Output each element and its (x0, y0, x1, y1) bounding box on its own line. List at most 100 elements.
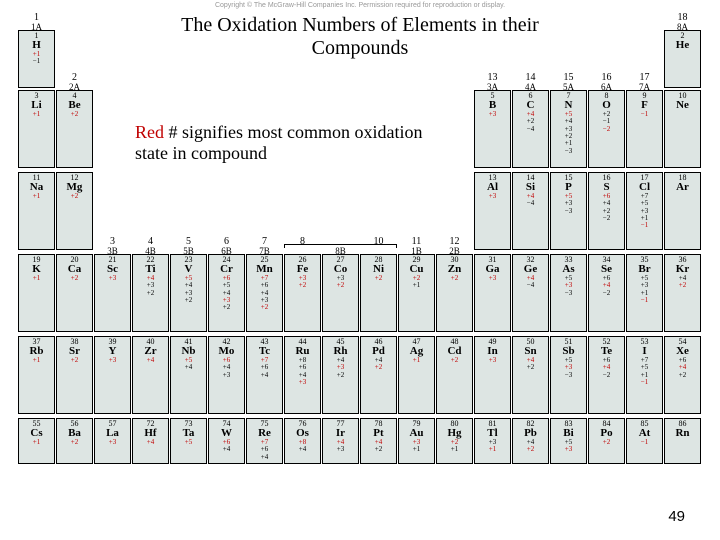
element-cell-mo: 42Mo+6+4+3 (208, 336, 245, 414)
element-cell-re: 75Re+7+6+4 (246, 418, 283, 464)
element-cell-n: 7N+5+4+3+2+1−3 (550, 90, 587, 168)
element-cell-sc: 21Sc+3 (94, 254, 131, 332)
oxidation-states: +3+2 (323, 275, 358, 290)
oxidation-states: +3 (475, 275, 510, 282)
oxidation-states: +3 (475, 111, 510, 118)
oxidation-states: +5+3−3 (551, 275, 586, 297)
element-cell-cd: 48Cd+2 (436, 336, 473, 414)
element-cell-co: 27Co+3+2 (322, 254, 359, 332)
element-cell-po: 84Po+2 (588, 418, 625, 464)
oxidation-states: +4+2 (513, 357, 548, 372)
oxidation-states: +4+3+2 (133, 275, 168, 297)
element-cell-xe: 54Xe+6+4+2 (664, 336, 701, 414)
oxidation-states: +4−4 (513, 193, 548, 208)
oxidation-states: +4+3 (323, 439, 358, 454)
element-cell-rb: 37Rb+1 (18, 336, 55, 414)
oxidation-states: +8+4 (285, 439, 320, 454)
element-cell-cl: 17Cl+7+5+3+1−1 (626, 172, 663, 250)
element-symbol: Ne (665, 100, 700, 111)
element-cell-pb: 82Pb+4+2 (512, 418, 549, 464)
oxidation-states: +7+5+1−1 (627, 357, 662, 386)
page-number: 49 (668, 508, 685, 525)
element-cell-rn: 86Rn (664, 418, 701, 464)
element-cell-k: 19K+1 (18, 254, 55, 332)
oxidation-states: +1 (19, 357, 54, 364)
copyright-text: Copyright © The McGraw-Hill Companies In… (215, 2, 505, 9)
oxidation-states: +6+5+4+3+2 (209, 275, 244, 312)
oxidation-states: +4+2 (361, 439, 396, 454)
element-cell-zr: 40Zr+4 (132, 336, 169, 414)
oxidation-states: +1 (19, 275, 54, 282)
oxidation-states: +5+3 (551, 439, 586, 454)
oxidation-states: −1 (627, 439, 662, 446)
oxidation-states: +2 (437, 275, 472, 282)
oxidation-states: +7+6+4 (247, 357, 282, 379)
oxidation-states: +2 (57, 275, 92, 282)
oxidation-states: +5+3−3 (551, 193, 586, 215)
element-cell-ca: 20Ca+2 (56, 254, 93, 332)
oxidation-states: +4 (133, 439, 168, 446)
element-cell-tl: 81Tl+3+1 (474, 418, 511, 464)
element-cell-te: 52Te+6+4−2 (588, 336, 625, 414)
oxidation-states: +3 (95, 275, 130, 282)
oxidation-states: +4+2 (513, 439, 548, 454)
oxidation-states: +5+4+3+2 (171, 275, 206, 304)
element-cell-ni: 28Ni+2 (360, 254, 397, 332)
oxidation-states: +3 (95, 439, 130, 446)
element-cell-fe: 26Fe+3+2 (284, 254, 321, 332)
element-cell-p: 15P+5+3−3 (550, 172, 587, 250)
oxidation-states: +5+3−3 (551, 357, 586, 379)
element-cell-ru: 44Ru+8+6+4+3 (284, 336, 321, 414)
element-symbol: Ar (665, 182, 700, 193)
oxidation-states: +3+2 (285, 275, 320, 290)
oxidation-states: +5+4+3+2+1−3 (551, 111, 586, 155)
element-cell-ta: 73Ta+5 (170, 418, 207, 464)
element-cell-br: 35Br+5+3+1−1 (626, 254, 663, 332)
oxidation-states: +1 (19, 439, 54, 446)
element-cell-nb: 41Nb+5+4 (170, 336, 207, 414)
element-cell-hf: 72Hf+4 (132, 418, 169, 464)
oxidation-states: +2 (57, 111, 92, 118)
element-cell-he: 2He (664, 30, 701, 88)
oxidation-states: +4−4 (513, 275, 548, 290)
element-cell-zn: 30Zn+2 (436, 254, 473, 332)
legend-red-word: Red (135, 122, 164, 142)
legend-note: Red # signifies most common oxidation st… (135, 122, 435, 164)
oxidation-states: +4+2 (665, 275, 700, 290)
oxidation-states: +4+3+2 (323, 357, 358, 379)
element-cell-ag: 47Ag+1 (398, 336, 435, 414)
element-cell-kr: 36Kr+4+2 (664, 254, 701, 332)
oxidation-states: +4+2 (361, 357, 396, 372)
oxidation-states: +2 (437, 357, 472, 364)
oxidation-states: +3 (95, 357, 130, 364)
element-cell-v: 23V+5+4+3+2 (170, 254, 207, 332)
element-cell-al: 13Al+3 (474, 172, 511, 250)
element-cell-in: 49In+3 (474, 336, 511, 414)
element-cell-be: 4Be+2 (56, 90, 93, 168)
oxidation-states: +4 (133, 357, 168, 364)
element-symbol: He (665, 40, 700, 51)
oxidation-states: +6+4−2 (589, 357, 624, 379)
oxidation-states: +2−1−2 (589, 111, 624, 133)
slide-container: { "title": "The Oxidation Numbers of Ele… (0, 0, 720, 540)
oxidation-states: +7+5+3+1−1 (627, 193, 662, 230)
element-cell-sr: 38Sr+2 (56, 336, 93, 414)
element-cell-i: 53I+7+5+1−1 (626, 336, 663, 414)
oxidation-states: +3+1 (475, 439, 510, 454)
oxidation-states: +4+2−4 (513, 111, 548, 133)
element-cell-pt: 78Pt+4+2 (360, 418, 397, 464)
element-cell-pd: 46Pd+4+2 (360, 336, 397, 414)
element-cell-mg: 12Mg+2 (56, 172, 93, 250)
oxidation-states: +3 (475, 357, 510, 364)
oxidation-states: +5+3+1−1 (627, 275, 662, 304)
element-cell-ba: 56Ba+2 (56, 418, 93, 464)
oxidation-states: +5+4 (171, 357, 206, 372)
element-cell-o: 8O+2−1−2 (588, 90, 625, 168)
element-cell-hg: 80Hg+2+1 (436, 418, 473, 464)
element-cell-f: 9F−1 (626, 90, 663, 168)
element-cell-mn: 25Mn+7+6+4+3+2 (246, 254, 283, 332)
element-cell-bi: 83Bi+5+3 (550, 418, 587, 464)
oxidation-states: +1 (399, 357, 434, 364)
element-cell-la: 57La+3 (94, 418, 131, 464)
element-cell-ga: 31Ga+3 (474, 254, 511, 332)
